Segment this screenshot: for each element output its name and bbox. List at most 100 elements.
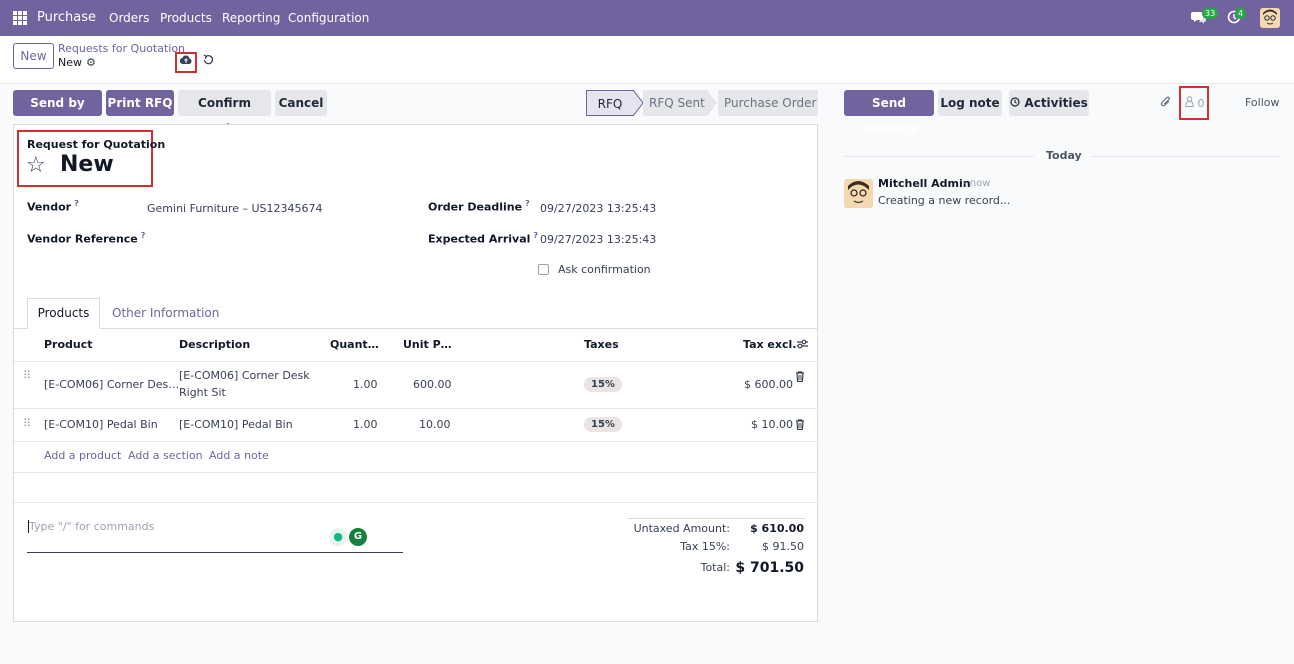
followers-highlight-box: [1179, 86, 1209, 120]
status-rfq-sent[interactable]: RFQ Sent: [643, 90, 708, 116]
date-separator-line: [1090, 156, 1281, 157]
trash-icon[interactable]: [795, 419, 805, 433]
message-author[interactable]: Mitchell Admin: [878, 177, 971, 190]
breadcrumb-current: New: [58, 56, 82, 69]
row-product[interactable]: [E-COM06] Corner Des…: [44, 378, 180, 391]
drag-handle-icon[interactable]: ⠿: [23, 369, 32, 382]
col-taxes[interactable]: Taxes: [584, 338, 619, 351]
save-highlight-box: [175, 52, 197, 73]
tax-badge[interactable]: 15%: [584, 377, 622, 392]
confirm-order-button[interactable]: Confirm Order: [178, 90, 271, 136]
optional-columns-icon[interactable]: [796, 338, 809, 353]
trash-icon[interactable]: [795, 371, 805, 385]
table-footer-divider: [14, 472, 817, 473]
drag-handle-icon[interactable]: ⠿: [23, 417, 32, 430]
col-product[interactable]: Product: [44, 338, 93, 351]
col-quantity[interactable]: Quant…: [330, 338, 379, 351]
date-separator: Today: [1046, 149, 1082, 162]
totals-divider: [628, 518, 805, 519]
notes-underline: [27, 552, 403, 553]
table-header-divider: [14, 361, 817, 362]
messages-button[interactable]: 33: [1191, 8, 1219, 28]
followers-button[interactable]: 0: [1185, 96, 1205, 110]
add-note-link[interactable]: Add a note: [209, 449, 269, 462]
follow-button[interactable]: Follow: [1245, 96, 1280, 109]
notes-input[interactable]: Type "/" for commands: [29, 520, 155, 533]
row-description-line2[interactable]: Right Sit: [179, 386, 226, 399]
tab-products[interactable]: Products: [27, 298, 100, 329]
menu-configuration[interactable]: Configuration: [288, 11, 370, 25]
paperclip-icon[interactable]: [1160, 95, 1172, 112]
cancel-button[interactable]: Cancel: [275, 90, 327, 116]
followers-count: 0: [1197, 97, 1205, 110]
row-product[interactable]: [E-COM10] Pedal Bin: [44, 418, 158, 431]
status-bar: RFQ RFQ Sent Purchase Order: [586, 90, 818, 116]
send-by-email-button[interactable]: Send by Email: [13, 90, 102, 136]
send-message-button[interactable]: Send message: [844, 90, 934, 136]
help-icon[interactable]: ?: [533, 231, 539, 240]
untaxed-amount-value: $ 610.00: [750, 522, 804, 535]
gear-icon[interactable]: ⚙: [86, 56, 96, 69]
apps-menu-icon[interactable]: [13, 11, 27, 25]
help-icon[interactable]: ?: [525, 199, 530, 208]
log-note-button[interactable]: Log note: [938, 90, 1002, 116]
row-description[interactable]: [E-COM10] Pedal Bin: [179, 418, 293, 431]
notes-divider: [14, 502, 817, 503]
row-subtotal: $ 10.00: [751, 418, 793, 431]
total-label: Total:: [700, 561, 730, 574]
vendor-reference-label: Vendor Reference?: [27, 231, 146, 246]
ask-confirmation-label: Ask confirmation: [558, 263, 651, 276]
row-unit-price[interactable]: 600.00: [413, 378, 452, 391]
table-row-divider: [14, 441, 817, 442]
menu-reporting[interactable]: Reporting: [222, 11, 281, 25]
row-subtotal: $ 600.00: [744, 378, 793, 391]
print-rfq-button[interactable]: Print RFQ: [106, 90, 174, 116]
col-unit-price[interactable]: Unit P…: [403, 338, 452, 351]
tab-other-information[interactable]: Other Information: [112, 306, 220, 320]
discard-icon[interactable]: [203, 54, 214, 69]
tax-label: Tax 15%:: [680, 540, 730, 553]
message-date: - now: [963, 178, 991, 189]
grammarly-icon[interactable]: G: [349, 528, 367, 546]
text-cursor: [28, 520, 29, 533]
form-subtitle: Request for Quotation: [27, 138, 166, 151]
row-quantity[interactable]: 1.00: [353, 378, 378, 391]
row-description[interactable]: [E-COM06] Corner Desk: [179, 369, 310, 382]
order-deadline-field[interactable]: 09/27/2023 13:25:43: [540, 202, 657, 215]
vendor-field[interactable]: Gemini Furniture – US12345674: [147, 202, 323, 215]
add-section-link[interactable]: Add a section: [128, 449, 203, 462]
col-description[interactable]: Description: [179, 338, 251, 351]
star-icon[interactable]: ☆: [26, 153, 46, 178]
row-unit-price[interactable]: 10.00: [419, 418, 451, 431]
user-avatar[interactable]: [1260, 8, 1280, 28]
vendor-reference-field[interactable]: [147, 232, 387, 246]
activities-button[interactable]: 4: [1227, 8, 1247, 28]
tab-divider: [14, 328, 817, 329]
untaxed-amount-label: Untaxed Amount:: [633, 522, 730, 535]
help-icon[interactable]: ?: [74, 199, 79, 208]
add-product-link[interactable]: Add a product: [44, 449, 122, 462]
activities-button-chatter[interactable]: Activities: [1009, 90, 1089, 116]
app-name[interactable]: Purchase: [37, 10, 97, 25]
breadcrumb-parent[interactable]: Requests for Quotation: [58, 42, 186, 55]
messages-badge: 33: [1202, 8, 1219, 19]
expected-arrival-field[interactable]: 09/27/2023 13:25:43: [540, 233, 657, 246]
tax-badge[interactable]: 15%: [584, 417, 622, 432]
help-icon[interactable]: ?: [140, 231, 146, 240]
ask-confirmation-checkbox[interactable]: [538, 264, 549, 275]
lightbulb-icon[interactable]: ●: [329, 528, 347, 546]
table-row-divider: [14, 408, 817, 409]
date-separator-line: [844, 156, 1034, 157]
menu-orders[interactable]: Orders: [109, 11, 150, 25]
menu-products[interactable]: Products: [160, 11, 212, 25]
col-tax-excluded[interactable]: Tax excl.: [743, 338, 797, 351]
status-purchase-order[interactable]: Purchase Order: [718, 90, 818, 116]
status-rfq[interactable]: RFQ: [586, 90, 634, 116]
avatar[interactable]: [844, 179, 873, 208]
cloud-upload-icon[interactable]: [179, 55, 192, 68]
new-button[interactable]: New: [13, 43, 54, 69]
order-deadline-label: Order Deadline?: [428, 199, 530, 214]
form-sheet: [13, 124, 818, 622]
row-quantity[interactable]: 1.00: [353, 418, 378, 431]
title-highlight-box: [17, 130, 153, 187]
